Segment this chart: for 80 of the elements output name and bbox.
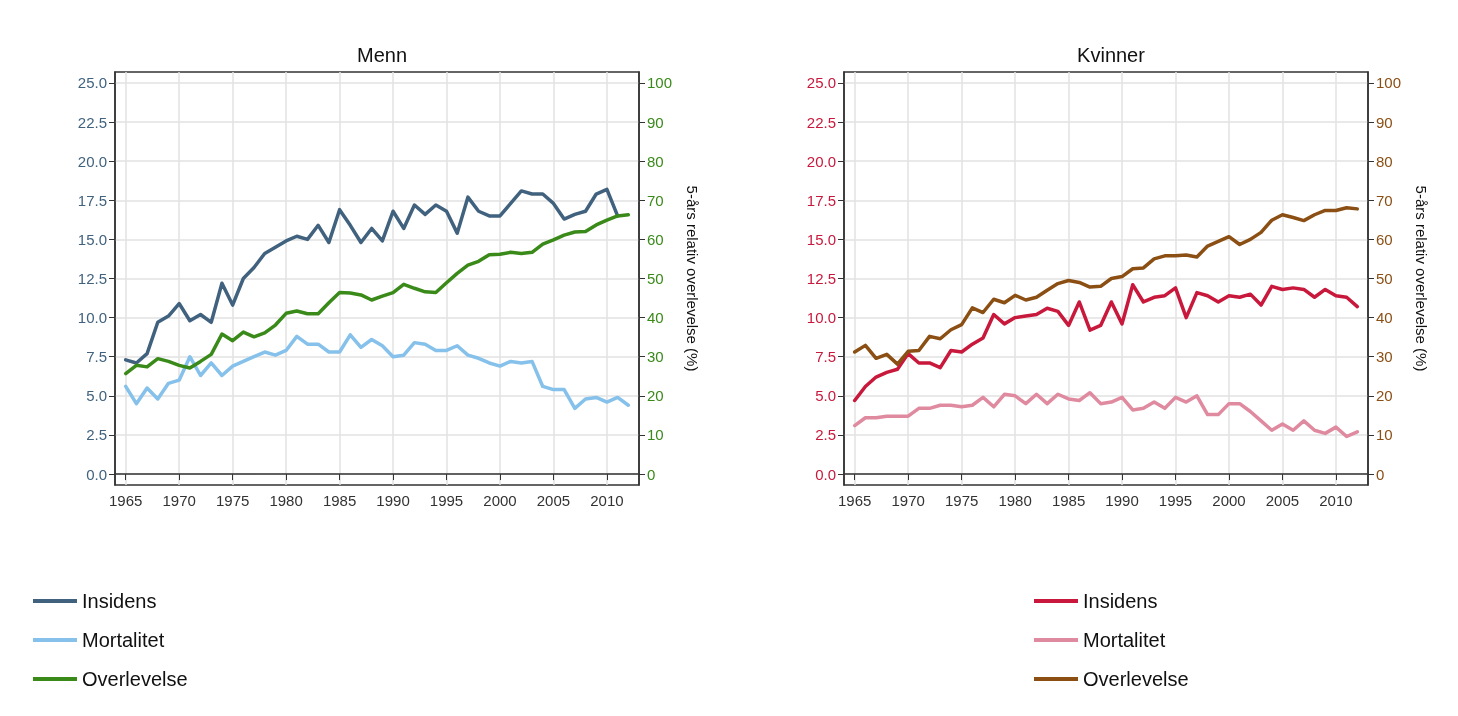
y-tick-label: 15.0 — [806, 230, 836, 248]
y2-tick-label: 40 — [1376, 309, 1393, 327]
y-tick-label: 12.5 — [77, 270, 107, 287]
y2-tick-label: 70 — [1376, 191, 1393, 209]
y2-tick-label: 30 — [647, 348, 664, 366]
y2-tick-label: 100 — [1376, 74, 1402, 92]
y-tick-label: 5.0 — [815, 387, 836, 405]
y-tick-label: 20.0 — [806, 152, 836, 170]
x-tick-label: 1990 — [376, 492, 410, 509]
y2-tick-label: 90 — [1376, 113, 1393, 131]
x-tick-label: 2010 — [590, 492, 624, 509]
legend-label: Insidens — [1083, 590, 1158, 612]
x-tick-label: 1990 — [1105, 492, 1139, 509]
y-tick-label: 0.0 — [86, 465, 107, 483]
line-series — [852, 390, 1360, 439]
x-tick-label: 1985 — [1051, 492, 1086, 509]
legend-label: Insidens — [82, 590, 157, 612]
legend-label: Mortalitet — [82, 629, 165, 651]
y-tick-label: 0.0 — [815, 465, 836, 483]
x-tick-label: 2005 — [1265, 492, 1300, 509]
line-series — [852, 283, 1360, 403]
y-tick-label: 7.5 — [86, 348, 107, 366]
legend-label: Mortalitet — [1083, 629, 1166, 651]
y-tick-label: 20.0 — [77, 152, 107, 170]
y2-tick-label: 40 — [647, 309, 664, 327]
y2-tick-label: 10 — [647, 426, 664, 444]
y-tick-label: 2.5 — [86, 426, 107, 444]
line-series — [123, 213, 631, 376]
y-tick-label: 25.0 — [806, 74, 836, 92]
y-tick-label: 5.0 — [86, 387, 107, 405]
chart-title: Kvinner — [1077, 44, 1146, 66]
line-series — [123, 187, 620, 365]
y-tick-label: 25.0 — [77, 74, 107, 92]
y2-tick-label: 60 — [647, 230, 664, 248]
y2-tick-label: 30 — [1376, 348, 1393, 366]
y-tick-label: 22.5 — [806, 113, 836, 131]
y-tick-label: 17.5 — [806, 191, 836, 209]
x-tick-label: 1995 — [1158, 492, 1193, 509]
y2-tick-label: 80 — [647, 152, 664, 170]
x-tick-label: 1995 — [429, 492, 464, 509]
x-tick-label: 1970 — [162, 492, 196, 509]
y2-tick-label: 90 — [647, 113, 664, 131]
chart-title: Menn — [356, 44, 408, 66]
legend-label: Overlevelse — [82, 668, 188, 690]
x-tick-label: 2005 — [536, 492, 571, 509]
y2-tick-label: 10 — [1376, 426, 1393, 444]
x-tick-label: 2010 — [1319, 492, 1353, 509]
y-tick-label: 2.5 — [815, 426, 836, 444]
y-tick-label: 15.0 — [77, 230, 107, 248]
y2-tick-label: 60 — [1376, 230, 1393, 248]
x-tick-label: 1985 — [322, 492, 357, 509]
y2-tick-label: 0 — [647, 465, 656, 483]
y-tick-label: 7.5 — [815, 348, 836, 366]
y2-tick-label: 50 — [647, 270, 664, 287]
y-tick-label: 10.0 — [806, 309, 836, 327]
x-tick-label: 1980 — [269, 492, 303, 509]
line-series — [123, 333, 631, 411]
y-tick-label: 12.5 — [806, 270, 836, 287]
x-tick-label: 1970 — [891, 492, 925, 509]
y2-tick-label: 20 — [1376, 387, 1393, 405]
legend-label: Overlevelse — [1083, 668, 1189, 690]
y2-axis-title: 5-års relativ overlevelse (%) — [1413, 185, 1430, 372]
y2-tick-label: 0 — [1376, 465, 1385, 483]
x-tick-label: 1975 — [944, 492, 979, 509]
x-tick-label: 1965 — [109, 492, 143, 509]
y2-tick-label: 80 — [1376, 152, 1393, 170]
y2-axis-title: 5-års relativ overlevelse (%) — [684, 185, 701, 372]
x-tick-label: 2000 — [1212, 492, 1246, 509]
x-tick-label: 1980 — [998, 492, 1032, 509]
x-tick-label: 1965 — [838, 492, 872, 509]
y-tick-label: 17.5 — [77, 191, 107, 209]
y2-tick-label: 50 — [1376, 270, 1393, 287]
y-tick-label: 10.0 — [77, 309, 107, 327]
x-tick-label: 2000 — [483, 492, 517, 509]
y2-tick-label: 100 — [647, 74, 673, 92]
y2-tick-label: 70 — [647, 191, 664, 209]
y2-tick-label: 20 — [647, 387, 664, 405]
line-series — [852, 205, 1360, 366]
y-tick-label: 22.5 — [77, 113, 107, 131]
x-tick-label: 1975 — [215, 492, 250, 509]
